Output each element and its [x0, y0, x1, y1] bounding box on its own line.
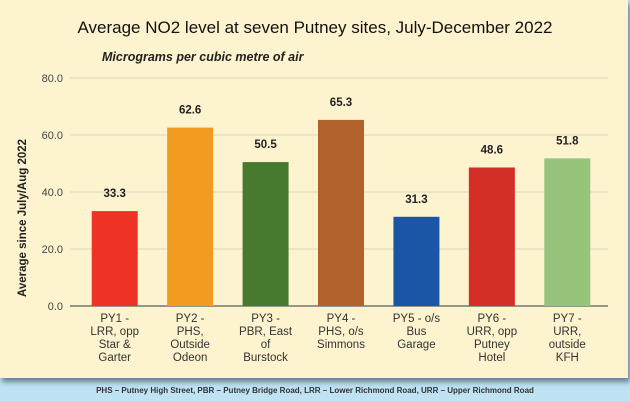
x-tick-label-line: outside — [549, 339, 586, 351]
data-label: 50.5 — [254, 139, 277, 151]
y-tick-label: 60.0 — [42, 130, 63, 142]
x-tick-label: PY2 -PHS, Outside Odeon — [170, 313, 210, 364]
x-tick-label-line: PHS, — [177, 326, 204, 338]
x-tick-label-line: Burstock — [243, 352, 288, 364]
y-tick-label: 0.0 — [48, 301, 63, 313]
x-tick-label-line: PY4 - — [327, 313, 356, 325]
bar-chart: 0.0 20.0 40.0 60.0 80.0 Average since July/Au… — [17, 73, 608, 364]
x-tick-label: PY7 -URR, outside KFH — [549, 313, 586, 364]
bar — [318, 119, 364, 307]
bar — [91, 211, 138, 306]
chart-subtitle: Micrograms per cubic metre of air — [102, 50, 304, 64]
x-tick-label: PY1 -LRR, opp Star & Garter — [90, 313, 139, 364]
bar — [167, 127, 214, 306]
data-label: 48.6 — [481, 144, 503, 156]
x-tick-label-line: PY2 - — [176, 313, 205, 325]
bar — [242, 162, 289, 306]
bar — [468, 167, 515, 306]
x-tick-label-line: Hotel — [478, 352, 505, 364]
x-tick-label-line: PY1 - — [100, 313, 129, 325]
x-tick-label-line: PHS, o/s — [318, 326, 364, 338]
x-tick-label-line: Odeon — [173, 352, 208, 364]
x-tick-label-line: PY5 - o/s — [393, 313, 441, 325]
y-tick-label: 80.0 — [42, 73, 63, 85]
x-tick-label-line: of — [261, 339, 271, 351]
x-tick-label: PY4 -PHS, o/s Simmons — [317, 313, 365, 351]
x-tick-label-line: PY3 - — [251, 313, 280, 325]
bar — [544, 158, 591, 306]
x-tick-label-line: Garter — [98, 352, 131, 364]
data-label: 65.3 — [330, 97, 352, 109]
data-label: 62.6 — [179, 105, 201, 117]
bar — [393, 216, 440, 306]
y-axis-label: Average since July/Aug 2022 — [17, 139, 29, 297]
x-tick-label-line: PY6 - — [477, 313, 506, 325]
x-tick-label-line: KFH — [556, 352, 579, 364]
x-tick-label: PY6 -URR, opp Putney Hotel — [467, 313, 518, 364]
chart-panel — [0, 0, 628, 378]
x-tick-label-line: LRR, opp — [90, 326, 139, 338]
x-tick-label: PY5 - o/s Bus Garage — [393, 313, 441, 351]
x-tick-label-line: PY7 - — [553, 313, 582, 325]
y-tick-label: 40.0 — [42, 187, 63, 199]
data-label: 51.8 — [556, 135, 579, 147]
x-tick-label-line: URR, opp — [467, 326, 518, 338]
x-tick-label-line: URR, — [553, 326, 581, 338]
data-label: 33.3 — [104, 188, 126, 200]
y-tick-label: 20.0 — [42, 244, 63, 256]
x-tick-label-line: Putney — [474, 339, 510, 351]
footnote: PHS – Putney High Street, PBR – Putney B… — [96, 386, 534, 395]
x-tick-label-line: Outside — [170, 339, 210, 351]
x-tick-label-line: PBR, East — [239, 326, 293, 338]
chart-title: Average NO2 level at seven Putney sites,… — [77, 18, 553, 37]
x-tick-label-line: Simmons — [317, 339, 365, 351]
x-tick-label-line: Garage — [397, 339, 435, 351]
x-tick-label: PY3 -PBR, East of Burstock — [239, 313, 293, 364]
x-tick-label-line: Star & — [99, 339, 131, 351]
x-tick-label-line: Bus — [407, 326, 427, 338]
data-label: 31.3 — [405, 194, 427, 206]
